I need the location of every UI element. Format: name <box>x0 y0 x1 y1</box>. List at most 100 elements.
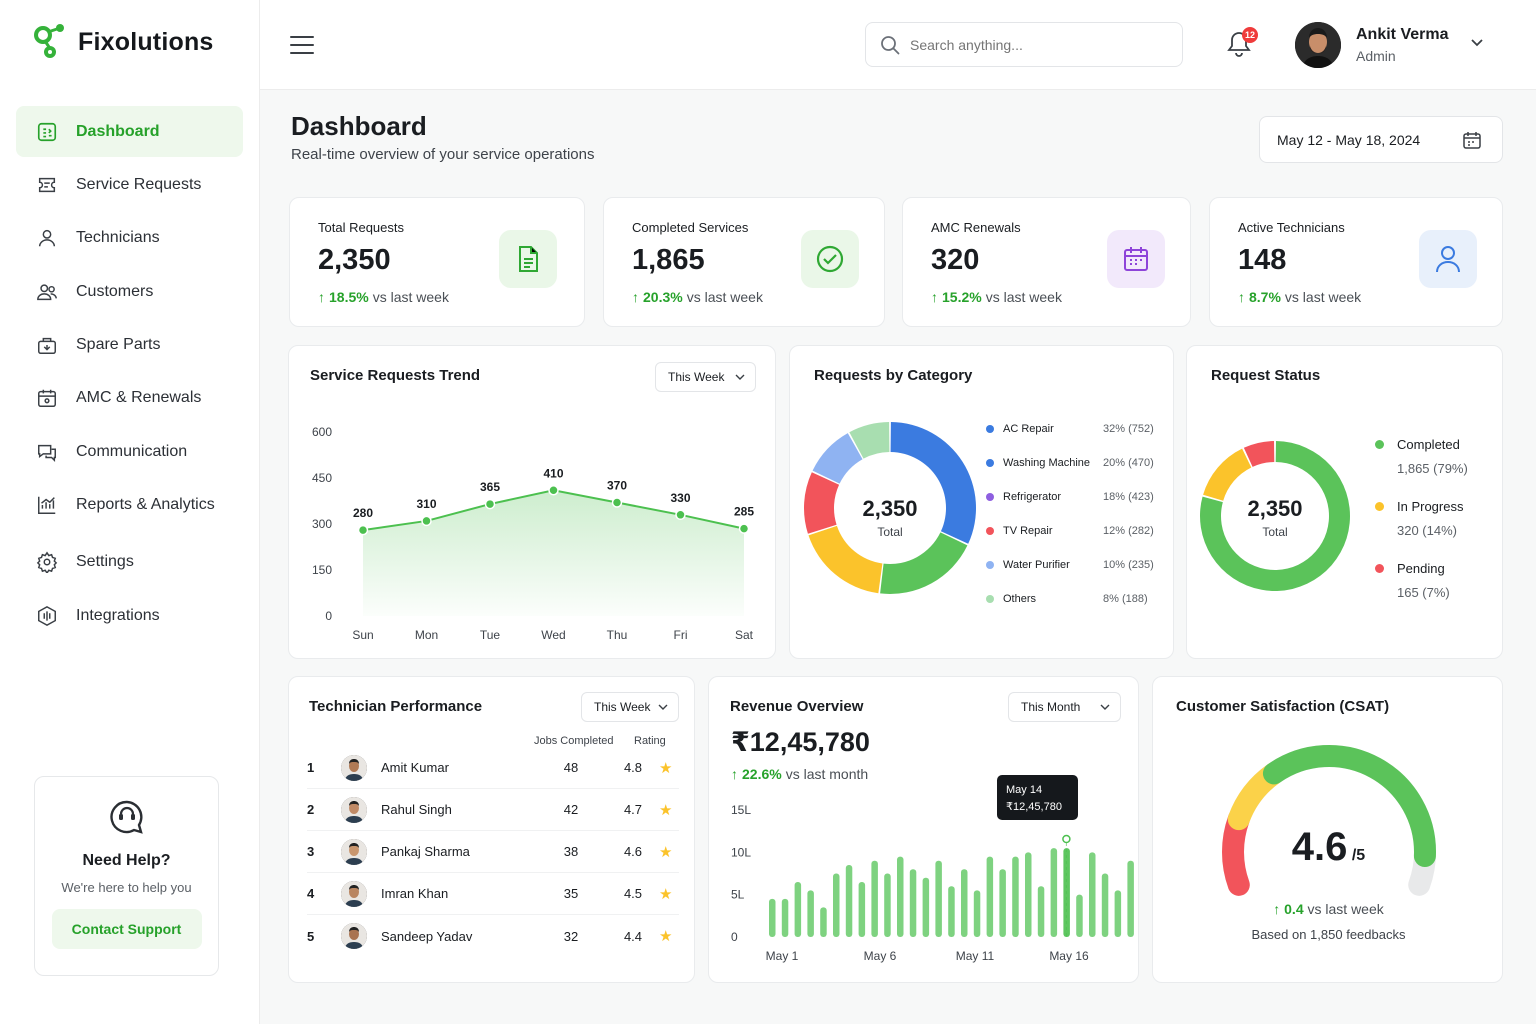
sidebar-item-settings[interactable]: Settings <box>16 537 243 588</box>
x-tick-label: May 16 <box>1049 949 1089 963</box>
arrow-up-icon: ↑ <box>931 289 938 305</box>
star-icon: ★ <box>659 885 673 903</box>
date-range-picker[interactable]: May 12 - May 18, 2024 <box>1259 116 1503 163</box>
data-label: 310 <box>416 497 436 511</box>
sidebar-item-dashboard[interactable]: Dashboard <box>16 106 243 157</box>
dropdown-value: This Week <box>668 370 725 384</box>
arrow-up-icon: ↑ <box>632 289 639 305</box>
bar <box>845 865 853 937</box>
bar <box>871 860 878 937</box>
chevron-down-icon[interactable] <box>1470 38 1484 48</box>
bar <box>935 860 942 937</box>
legend-label: Others <box>1003 593 1037 605</box>
bar <box>1012 856 1019 937</box>
legend-label: Pending <box>1397 561 1445 576</box>
service-requests-icon <box>38 177 56 193</box>
request-status-card: Request Status 2,350 Total Completed 1,865… <box>1186 345 1503 659</box>
sidebar-item-label: Settings <box>76 553 134 571</box>
y-tick-label: 600 <box>312 425 332 439</box>
sidebar-item-integrations[interactable]: Integrations <box>16 590 243 641</box>
status-donut-chart: 2,350 Total <box>1200 441 1350 591</box>
sidebar-item-reports[interactable]: Reports & Analytics <box>16 480 243 531</box>
donut-slice <box>890 422 976 544</box>
data-label: 330 <box>670 491 690 505</box>
search-icon <box>881 35 900 54</box>
legend-item: Water Purifier <box>986 559 1070 571</box>
sidebar-item-spare-parts[interactable]: Spare Parts <box>16 320 243 371</box>
revenue-filter-dropdown[interactable]: This Month <box>1008 692 1121 722</box>
legend-label: Water Purifier <box>1003 559 1070 571</box>
search-box[interactable] <box>865 22 1183 67</box>
legend-dot <box>986 527 994 535</box>
bar <box>1127 860 1134 937</box>
y-tick-label: 5L <box>731 888 745 902</box>
users-icon <box>37 284 57 300</box>
technician-filter-dropdown[interactable]: This Week <box>581 692 679 722</box>
box-icon <box>38 337 56 355</box>
dashboard-icon <box>37 122 57 141</box>
technician-name: Rahul Singh <box>381 802 452 817</box>
sidebar-item-service-requests[interactable]: Service Requests <box>16 159 243 210</box>
avatar[interactable] <box>1295 22 1341 68</box>
sidebar-item-customers[interactable]: Customers <box>16 266 243 317</box>
legend-value: 320 (14%) <box>1397 523 1457 538</box>
legend-label: Refrigerator <box>1003 491 1062 503</box>
trend-point <box>548 485 559 496</box>
legend-dot <box>1375 502 1384 511</box>
star-icon: ★ <box>659 801 673 819</box>
y-tick-label: 300 <box>312 517 332 531</box>
card-title: Service Requests Trend <box>310 367 481 384</box>
technician-name: Pankaj Sharma <box>381 844 470 859</box>
bar <box>1050 848 1058 937</box>
sidebar-item-amc-renewals[interactable]: AMC & Renewals <box>16 373 243 424</box>
logo[interactable]: Fixolutions <box>34 22 214 62</box>
app-name: Fixolutions <box>78 27 214 56</box>
bar <box>1076 894 1083 937</box>
support-chat-icon <box>109 800 143 834</box>
arrow-up-icon: ↑ <box>731 766 738 782</box>
menu-icon[interactable] <box>290 34 314 56</box>
search-input[interactable] <box>910 36 1160 53</box>
donut-slice <box>808 525 883 594</box>
table-row[interactable]: 2 Rahul Singh 42 4.7 ★ <box>307 789 679 831</box>
legend-value: 32% (752) <box>1103 423 1154 435</box>
chevron-down-icon <box>735 374 745 380</box>
table-row[interactable]: 1 Amit Kumar 48 4.8 ★ <box>307 747 679 789</box>
legend-dot <box>986 425 994 433</box>
rating: 4.7 <box>623 802 643 817</box>
table-row[interactable]: 4 Imran Khan 35 4.5 ★ <box>307 873 679 915</box>
document-icon <box>499 230 557 288</box>
rank: 4 <box>307 886 315 901</box>
rating: 4.6 <box>623 844 643 859</box>
kpi-value: 148 <box>1238 244 1287 276</box>
user-role: Admin <box>1356 48 1396 64</box>
bar <box>1101 873 1109 937</box>
bar <box>897 856 904 937</box>
contact-support-button[interactable]: Contact Support <box>51 909 202 949</box>
y-tick-label: 150 <box>312 563 332 577</box>
bar <box>909 869 917 937</box>
legend-item: TV Repair <box>986 525 1053 537</box>
gear-icon <box>36 551 58 574</box>
bar <box>794 881 802 937</box>
bar <box>999 869 1006 937</box>
card-title: Revenue Overview <box>730 698 864 715</box>
y-tick-label: 0 <box>731 930 738 944</box>
technician-performance-card: Technician Performance This Week Jobs Co… <box>288 676 695 983</box>
trend-filter-dropdown[interactable]: This Week <box>655 362 756 392</box>
avatar <box>341 838 367 865</box>
csat-delta-value: 0.4 <box>1284 901 1304 917</box>
table-row[interactable]: 5 Sandeep Yadav 32 4.4 ★ <box>307 915 679 957</box>
dropdown-value: This Week <box>594 700 651 714</box>
star-icon: ★ <box>659 928 673 945</box>
kpi-delta-text: vs last week <box>1284 289 1362 305</box>
avatar <box>341 880 367 907</box>
sidebar-item-technicians[interactable]: Technicians <box>16 213 243 264</box>
sidebar-item-communication[interactable]: Communication <box>16 426 243 477</box>
table-row[interactable]: 3 Pankaj Sharma 38 4.6 ★ <box>307 831 679 873</box>
x-tick-label: Tue <box>480 628 501 642</box>
help-subtitle: We're here to help you <box>61 880 192 895</box>
donut-total-label: Total <box>877 525 902 539</box>
legend-dot <box>986 595 994 603</box>
user-name: Ankit Verma <box>1356 26 1449 43</box>
